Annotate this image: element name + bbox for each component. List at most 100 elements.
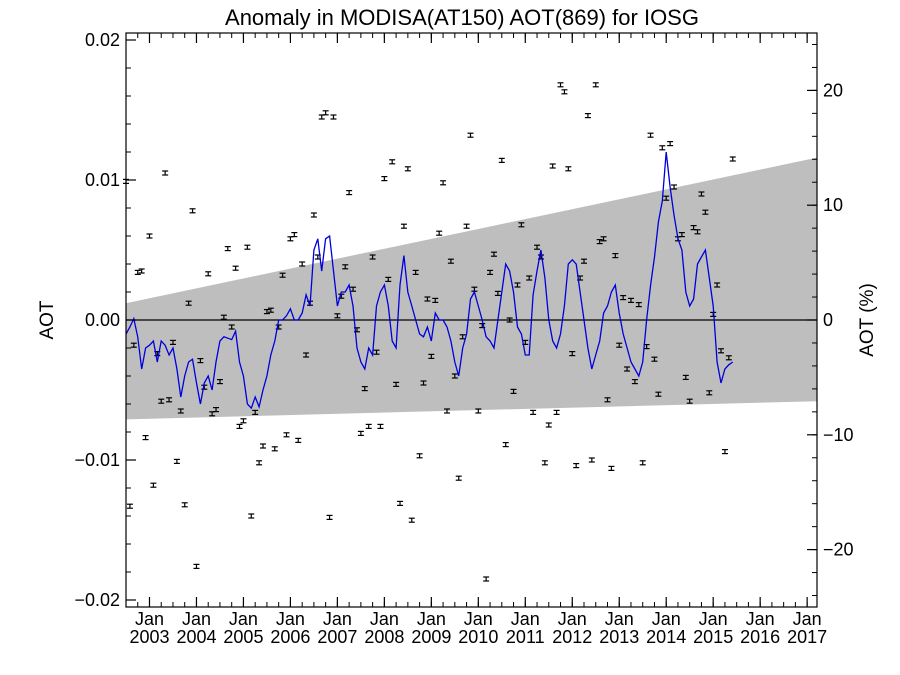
- data-point: [467, 132, 474, 138]
- data-point: [412, 269, 419, 275]
- data-point: [557, 82, 564, 88]
- x-tick-year-label: 2013: [599, 627, 639, 647]
- data-point: [530, 409, 537, 415]
- data-point: [436, 230, 443, 236]
- data-point: [447, 258, 454, 264]
- x-tick-year-label: 2014: [646, 627, 686, 647]
- y2-tick-label: 0: [823, 310, 833, 330]
- data-point: [408, 517, 415, 523]
- data-point: [616, 342, 623, 348]
- data-point: [240, 418, 247, 424]
- data-point: [455, 475, 462, 481]
- data-point: [381, 176, 388, 182]
- y-tick-label: −0.01: [74, 450, 120, 470]
- smoothed-series-line: [125, 151, 734, 410]
- x-tick-year-label: 2017: [787, 627, 827, 647]
- data-point: [565, 166, 572, 172]
- data-point: [651, 356, 658, 362]
- data-point: [369, 254, 376, 260]
- x-tick-year-label: 2012: [552, 627, 592, 647]
- data-point: [224, 246, 231, 252]
- data-point: [553, 409, 560, 415]
- data-point: [635, 302, 642, 308]
- data-point: [177, 408, 184, 414]
- trend-band-area: [126, 157, 817, 420]
- data-point: [189, 208, 196, 214]
- data-point: [244, 244, 251, 250]
- data-point: [169, 339, 176, 345]
- data-point: [377, 423, 384, 429]
- data-point: [596, 239, 603, 245]
- data-point: [612, 253, 619, 259]
- y-tick-label: −0.02: [74, 590, 120, 610]
- data-point: [185, 300, 192, 306]
- data-point: [385, 276, 392, 282]
- x-tick-year-label: 2009: [411, 627, 451, 647]
- data-point: [271, 446, 278, 452]
- x-tick-month-label: Jan: [323, 609, 352, 629]
- x-tick-month-label: Jan: [182, 609, 211, 629]
- data-point: [432, 297, 439, 303]
- data-point: [514, 282, 521, 288]
- data-point: [604, 397, 611, 403]
- data-point: [671, 184, 678, 190]
- data-point: [279, 272, 286, 278]
- data-point: [283, 432, 290, 438]
- data-point: [357, 430, 364, 436]
- data-point: [463, 223, 470, 229]
- data-point: [631, 379, 638, 385]
- data-point: [498, 157, 505, 163]
- data-point: [624, 366, 631, 372]
- data-point: [228, 324, 235, 330]
- data-point: [260, 443, 267, 449]
- data-point: [608, 465, 615, 471]
- x-tick-month-label: Jan: [652, 609, 681, 629]
- data-point: [181, 502, 188, 508]
- data-point: [647, 132, 654, 138]
- data-point: [303, 352, 310, 358]
- data-point: [397, 500, 404, 506]
- data-point: [655, 391, 662, 397]
- data-point: [639, 460, 646, 466]
- data-point: [534, 244, 541, 250]
- y2-tick-label: −10: [823, 425, 854, 445]
- x-tick-month-label: Jan: [699, 609, 728, 629]
- data-point: [686, 398, 693, 404]
- chart-title: Anomaly in MODISA(AT150) AOT(869) for IO…: [225, 5, 699, 30]
- data-point: [216, 379, 223, 385]
- data-point: [490, 251, 497, 257]
- x-tick-month-label: Jan: [464, 609, 493, 629]
- x-tick-year-label: 2008: [364, 627, 404, 647]
- data-point: [365, 423, 372, 429]
- data-point: [561, 89, 568, 95]
- x-tick-year-label: 2005: [223, 627, 263, 647]
- data-point: [494, 290, 501, 296]
- data-point: [205, 271, 212, 277]
- data-point: [295, 437, 302, 443]
- data-point: [213, 407, 220, 413]
- data-point: [126, 503, 133, 509]
- data-point: [393, 381, 400, 387]
- data-point: [416, 453, 423, 459]
- data-point: [342, 264, 349, 270]
- data-point: [173, 458, 180, 464]
- x-tick-month-label: Jan: [135, 609, 164, 629]
- data-point: [702, 209, 709, 215]
- data-point: [252, 409, 259, 415]
- data-point: [232, 265, 239, 271]
- axes: −0.02−0.010.000.010.02−20−1001020Jan2003…: [74, 30, 853, 647]
- x-tick-month-label: Jan: [605, 609, 634, 629]
- data-point: [287, 236, 294, 242]
- x-tick-year-label: 2015: [693, 627, 733, 647]
- data-point: [443, 408, 450, 414]
- data-point: [506, 317, 513, 323]
- data-point: [584, 112, 591, 119]
- x-tick-month-label: Jan: [793, 609, 822, 629]
- data-point: [361, 386, 368, 392]
- data-point: [518, 222, 525, 228]
- y-tick-label: 0.00: [85, 310, 120, 330]
- data-point: [714, 282, 721, 288]
- data-point: [146, 233, 153, 239]
- data-point: [193, 563, 200, 570]
